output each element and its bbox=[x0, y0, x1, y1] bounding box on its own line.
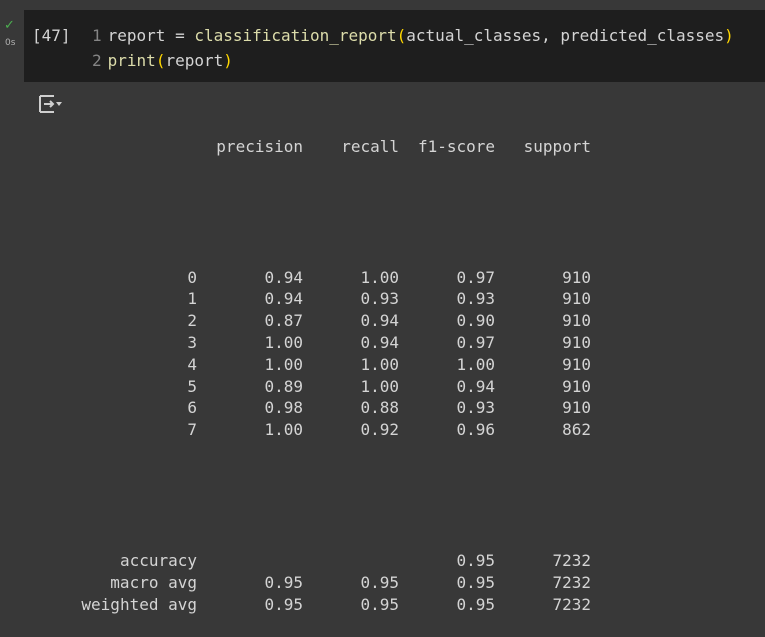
f1-value: 0.95 bbox=[456, 572, 495, 592]
report-row: 5 0.89 1.00 0.94 910 bbox=[80, 376, 591, 398]
f1-value: 0.97 bbox=[456, 267, 495, 287]
paren-open: ( bbox=[155, 51, 166, 70]
support-value: 910 bbox=[562, 354, 591, 374]
f1-value: 0.95 bbox=[456, 594, 495, 614]
row-label: 4 bbox=[187, 354, 197, 374]
precision-value: 0.89 bbox=[264, 376, 303, 396]
header-row: precision recall f1-score support bbox=[80, 136, 591, 158]
f1-value: 1.00 bbox=[456, 354, 495, 374]
recall-value: 1.00 bbox=[360, 267, 399, 287]
precision-value: 0.95 bbox=[264, 594, 303, 614]
code-editor[interactable]: 1 report = classification_report(actual_c… bbox=[92, 23, 734, 73]
code-args: report bbox=[165, 51, 224, 70]
support-value: 910 bbox=[562, 267, 591, 287]
report-row: 6 0.98 0.88 0.93 910 bbox=[80, 397, 591, 419]
recall-value: 0.95 bbox=[360, 572, 399, 592]
support-value: 7232 bbox=[552, 594, 591, 614]
recall-value: 0.88 bbox=[360, 398, 399, 418]
recall-value: 0.92 bbox=[360, 420, 399, 440]
f1-value: 0.96 bbox=[456, 420, 495, 440]
report-row: macro avg 0.95 0.95 0.95 7232 bbox=[80, 572, 591, 594]
line-number: 2 bbox=[92, 51, 102, 70]
cell-gutter: ✓ 0s bbox=[0, 0, 24, 82]
report-row: 4 1.00 1.00 1.00 910 bbox=[80, 354, 591, 376]
recall-value: 1.00 bbox=[360, 376, 399, 396]
support-value: 910 bbox=[562, 398, 591, 418]
recall-value: 0.95 bbox=[360, 594, 399, 614]
precision-value: 1.00 bbox=[264, 420, 303, 440]
paren-close: ) bbox=[223, 51, 233, 70]
report-output: precision recall f1-score support 0 0.94 1.00… bbox=[80, 92, 591, 637]
code-cell[interactable]: [47] 1 report = classification_report(act… bbox=[24, 10, 765, 82]
report-row: 0 0.94 1.00 0.97 910 bbox=[80, 267, 591, 289]
code-text: report = bbox=[107, 26, 195, 45]
row-label: 5 bbox=[187, 376, 197, 396]
recall-value: 0.93 bbox=[360, 289, 399, 309]
precision-value: 0.87 bbox=[264, 311, 303, 331]
report-row: weighted avg 0.95 0.95 0.95 7232 bbox=[80, 594, 591, 616]
line-number: 1 bbox=[92, 26, 102, 45]
f1-value: 0.95 bbox=[456, 551, 495, 571]
code-args: actual_classes, predicted_classes bbox=[406, 26, 725, 45]
row-label: 0 bbox=[187, 267, 197, 287]
precision-value: 1.00 bbox=[264, 354, 303, 374]
function-name: print bbox=[107, 51, 156, 70]
support-value: 7232 bbox=[552, 572, 591, 592]
support-value: 910 bbox=[562, 311, 591, 331]
precision-value: 0.98 bbox=[264, 398, 303, 418]
support-value: 910 bbox=[562, 289, 591, 309]
report-row: 7 1.00 0.92 0.96 862 bbox=[80, 419, 591, 441]
function-name: classification_report bbox=[194, 26, 397, 45]
row-label: macro avg bbox=[110, 572, 197, 592]
row-label: weighted avg bbox=[81, 594, 197, 614]
support-value: 910 bbox=[562, 376, 591, 396]
row-label: 1 bbox=[187, 289, 197, 309]
paren-close: ) bbox=[724, 26, 734, 45]
row-label: 6 bbox=[187, 398, 197, 418]
code-line: 1 report = classification_report(actual_c… bbox=[92, 23, 734, 48]
precision-value: 0.94 bbox=[264, 289, 303, 309]
recall-value: 1.00 bbox=[360, 354, 399, 374]
row-label: 3 bbox=[187, 332, 197, 352]
row-label: 2 bbox=[187, 311, 197, 331]
precision-value: 0.94 bbox=[264, 267, 303, 287]
code-line: 2 print(report) bbox=[92, 48, 734, 73]
header-recall: recall bbox=[341, 136, 399, 156]
row-label: accuracy bbox=[119, 551, 197, 571]
f1-value: 0.97 bbox=[456, 332, 495, 352]
header-f1: f1-score bbox=[417, 136, 495, 156]
f1-value: 0.93 bbox=[456, 398, 495, 418]
check-icon: ✓ bbox=[4, 18, 15, 33]
execution-time: 0s bbox=[5, 38, 16, 48]
paren-open: ( bbox=[396, 26, 407, 45]
f1-value: 0.90 bbox=[456, 311, 495, 331]
f1-value: 0.93 bbox=[456, 289, 495, 309]
support-value: 910 bbox=[562, 332, 591, 352]
row-label: 7 bbox=[187, 420, 197, 440]
report-row: accuracy 0.95 7232 bbox=[80, 550, 591, 572]
output-toggle-icon[interactable] bbox=[36, 92, 64, 116]
recall-value: 0.94 bbox=[360, 311, 399, 331]
f1-value: 0.94 bbox=[456, 376, 495, 396]
recall-value: 0.94 bbox=[360, 332, 399, 352]
report-row: 1 0.94 0.93 0.93 910 bbox=[80, 288, 591, 310]
header-support: support bbox=[523, 136, 591, 156]
execution-count: [47] bbox=[32, 26, 71, 45]
support-value: 862 bbox=[562, 420, 591, 440]
precision-value: 0.95 bbox=[264, 572, 303, 592]
support-value: 7232 bbox=[552, 551, 591, 571]
precision-value: 1.00 bbox=[264, 332, 303, 352]
report-row: 3 1.00 0.94 0.97 910 bbox=[80, 332, 591, 354]
report-row: 2 0.87 0.94 0.90 910 bbox=[80, 310, 591, 332]
header-precision: precision bbox=[216, 136, 303, 156]
